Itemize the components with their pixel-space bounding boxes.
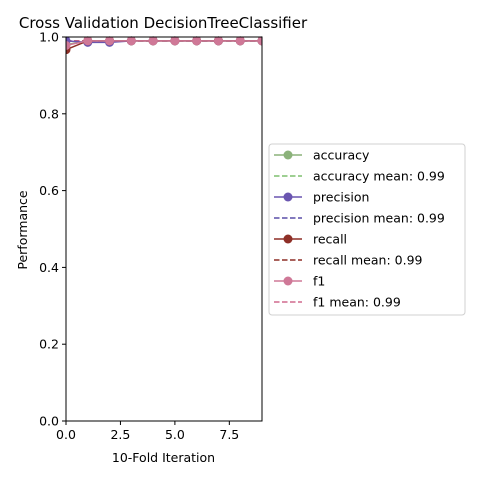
data-point-f1 [213,36,223,46]
legend-label-mean-recall: recall mean: 0.99 [313,253,423,268]
y-tick-label: 0.2 [39,337,59,352]
legend-label-mean-accuracy: accuracy mean: 0.99 [313,169,445,184]
data-point-f1 [105,36,115,46]
chart-title: Cross Validation DecisionTreeClassifier [19,14,308,32]
legend-label-f1: f1 [313,274,325,289]
x-axis-label: 10-Fold Iteration [112,450,215,465]
plot-frame [65,36,263,422]
legend-label-recall: recall [313,232,347,247]
data-point-f1 [126,36,136,46]
x-tick-label: 5.0 [165,427,185,442]
plot-area: 0.0 0.2 0.4 0.6 0.8 1.0 0.0 2.5 5.0 7.5 [39,30,263,442]
legend-label-mean-precision: precision mean: 0.99 [313,211,445,226]
legend-marker-f1 [283,276,293,286]
y-tick-label: 0.6 [39,183,59,198]
legend-box [268,143,466,316]
data-point-f1 [83,36,93,46]
legend-label-mean-f1: f1 mean: 0.99 [313,295,401,310]
legend-marker-precision [283,192,293,202]
series-line-f1 [66,40,262,47]
x-tick-label: 2.5 [110,427,130,442]
data-point-f1 [257,36,262,46]
legend-marker-accuracy [283,150,293,160]
data-point-f1 [170,36,180,46]
legend-label-accuracy: accuracy [313,148,370,163]
legend-label-precision: precision [313,190,369,205]
data-point-f1 [235,36,245,46]
y-tick-label: 0.8 [39,106,59,121]
legend-marker-recall [283,234,293,244]
y-tick-label: 0.0 [39,414,59,429]
y-tick-label: 0.4 [39,260,59,275]
y-axis-label: Performance [15,190,30,270]
legend: accuracy accuracy mean: 0.99 precision prec… [268,143,466,316]
data-point-f1 [192,36,202,46]
data-point-f1 [148,36,158,46]
x-tick-label: 0.0 [56,427,76,442]
data-point-f1 [66,40,71,50]
series-group [66,36,262,55]
y-tick-label: 1.0 [39,30,59,45]
x-tick-label: 7.5 [219,427,239,442]
